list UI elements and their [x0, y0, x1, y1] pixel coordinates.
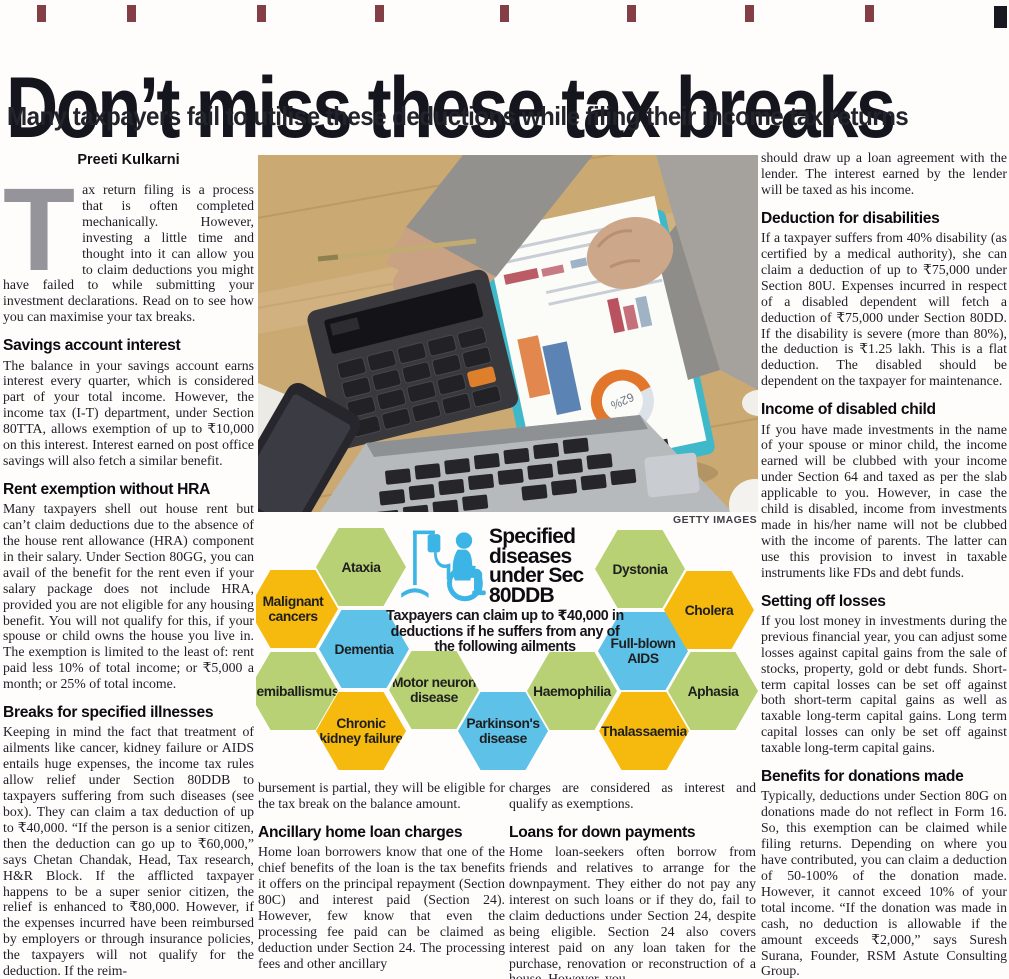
infographic-sec80ddb: Ataxia Malignant cancers Dementia Hemiba… [256, 524, 758, 779]
section-body-disabled-child: If you have made investments in the name… [761, 421, 1007, 580]
scan-mark [994, 6, 1007, 28]
crop-mark [865, 5, 874, 22]
calculator [307, 269, 519, 449]
section-body-rent: Many taxpayers shell out house rent but … [3, 501, 254, 692]
continuation-text: bursement is partial, they will be eligi… [258, 780, 505, 811]
infographic-subtitle: Taxpayers can claim up to ₹40,000 in ded… [386, 608, 624, 655]
section-heading-disabled-child: Income of disabled child [761, 401, 936, 419]
crop-mark [500, 5, 509, 22]
section-heading-savings: Savings account interest [3, 337, 181, 355]
coffee-cup [729, 479, 758, 512]
column-mid-1: bursement is partial, they will be eligi… [258, 780, 505, 979]
continuation-text: charges are considered as interest and q… [509, 780, 756, 811]
section-heading-ancillary: Ancillary home loan charges [258, 823, 463, 841]
crop-mark [127, 5, 136, 22]
infographic-title: Specified diseases under Sec 80DDB [489, 525, 584, 607]
section-heading-donations: Benefits for donations made [761, 768, 964, 786]
desk-scene-illustration: 62% [258, 155, 758, 512]
laptop-keyboard [320, 415, 732, 512]
crop-mark [375, 5, 384, 22]
ailment-hexagon: Parkinson's disease [458, 692, 548, 770]
intro-text: ax return filing is a process that is of… [3, 182, 254, 325]
ailment-hexagon: Haemophilia [527, 652, 617, 730]
ailment-hexagon: Thalassaemia [599, 692, 689, 770]
continuation-text: should draw up a loan agreement with the… [761, 150, 1007, 197]
column-right: should draw up a loan agreement with the… [761, 150, 1007, 979]
drop-cap: T [3, 164, 76, 296]
right-arm [586, 155, 758, 390]
wheelchair-patient-icon [394, 525, 494, 612]
page-title: Don’t miss these tax breaks [6, 59, 896, 156]
byline: Preeti Kulkarni [77, 152, 180, 168]
ailment-hexagon: Ataxia [316, 528, 406, 606]
section-body-illnesses: Keeping in mind the fact that treatment … [3, 724, 254, 979]
section-body-losses: If you lost money in investments during … [761, 612, 1007, 756]
crop-mark [37, 5, 46, 22]
crop-mark [627, 5, 636, 22]
ailment-hexagon: Cholera [664, 571, 754, 649]
section-heading-losses: Setting off losses [761, 592, 886, 610]
section-heading-downpayments: Loans for down payments [509, 823, 696, 841]
column-mid-2: charges are considered as interest and q… [509, 780, 756, 979]
section-body-donations: Typically, deductions under Section 80G … [761, 788, 1007, 979]
article-photo: 62% [258, 155, 758, 512]
section-body-downpayments: Home loan-seekers often borrow from frie… [509, 844, 756, 979]
section-heading-disabilities: Deduction for disabilities [761, 209, 940, 227]
photo-credit: GETTY IMAGES [673, 514, 757, 526]
ailment-hexagon: Dementia [319, 610, 409, 688]
smartphone [258, 382, 361, 512]
crop-mark [257, 5, 266, 22]
section-body-ancillary: Home loan borrowers know that one of the… [258, 844, 505, 971]
section-body-savings: The balance in your savings account earn… [3, 357, 254, 468]
ailment-hexagon: Dystonia [595, 530, 685, 608]
ailment-hexagon: Chronic kidney failure [316, 692, 406, 770]
crop-mark [745, 5, 754, 22]
subtitle: Many taxpayers fail to utilise these ded… [7, 101, 909, 131]
ailment-hexagon: Motor neuron disease [389, 651, 479, 729]
white-object [742, 390, 758, 416]
section-heading-rent: Rent exemption without HRA [3, 480, 211, 498]
ailment-hexagon: Aphasia [668, 652, 758, 730]
section-heading-illnesses: Breaks for specified illnesses [3, 704, 214, 722]
section-body-disabilities: If a taxpayer suffers from 40% disabilit… [761, 230, 1007, 389]
